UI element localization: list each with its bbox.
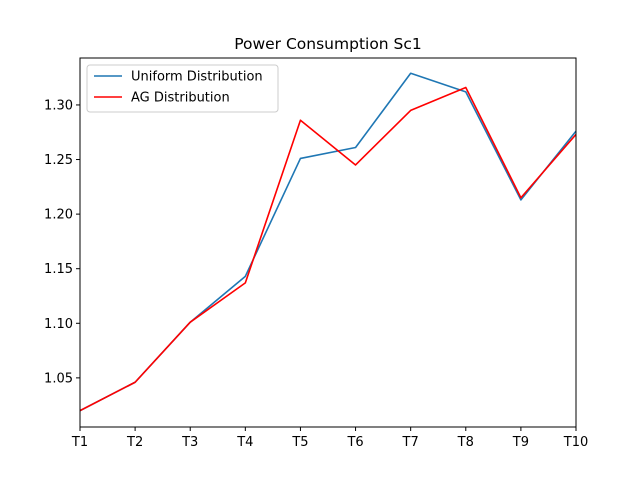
x-tick-label: T8: [457, 435, 474, 450]
chart-title: Power Consumption Sc1: [234, 35, 422, 53]
x-tick-label: T3: [181, 435, 198, 450]
plot-area: [80, 72, 576, 412]
x-tick-label: T4: [236, 435, 253, 450]
y-tick-label: 1.05: [44, 371, 73, 386]
x-tick-label: T5: [291, 435, 308, 450]
series-line-1: [80, 72, 576, 412]
y-tick-label: 1.10: [44, 317, 73, 332]
x-tick-label: T7: [402, 435, 419, 450]
y-tick-label: 1.15: [44, 262, 73, 277]
y-tick-label: 1.20: [44, 208, 73, 223]
legend-label-2: AG Distribution: [131, 91, 230, 106]
axes: T1 T2 T3 T4 T5 T6 T7 T8 T9 T10 1.05 1.10 1.15 1.20 1.2…: [44, 57, 588, 450]
series-line-2: [80, 86, 576, 412]
legend-box: [86, 64, 279, 113]
x-tick-label: T9: [512, 435, 529, 450]
y-tick-label: 1.30: [44, 98, 73, 113]
plot-frame: [79, 57, 577, 428]
x-tick-label: T2: [126, 435, 143, 450]
y-tick-label: 1.25: [44, 153, 73, 168]
legend: Uniform Distribution AG Distribution: [86, 64, 279, 113]
x-tick-label: T6: [346, 435, 363, 450]
x-tick-label: T1: [71, 435, 88, 450]
x-tick-label: T10: [563, 435, 588, 450]
legend-label-1: Uniform Distribution: [131, 70, 263, 85]
